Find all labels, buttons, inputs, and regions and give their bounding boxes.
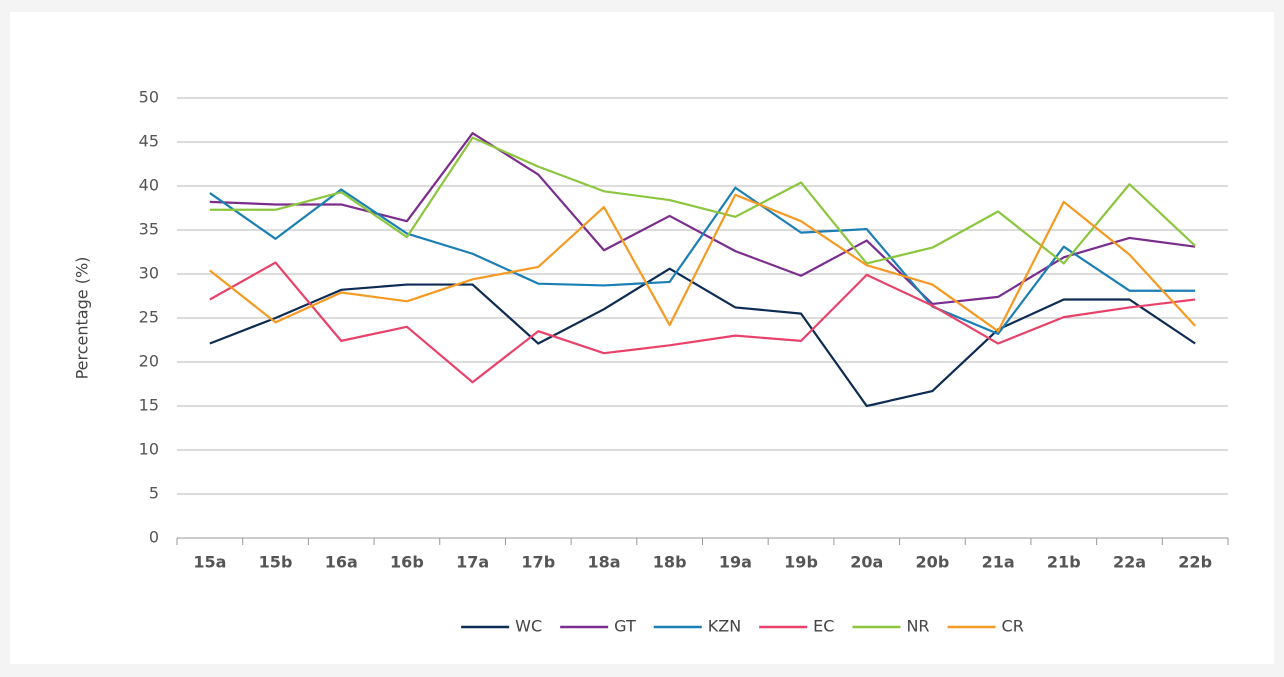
legend-label: CR bbox=[1002, 617, 1024, 636]
x-tick-label: 18a bbox=[587, 553, 620, 572]
x-tick-label: 20b bbox=[916, 553, 950, 572]
x-tick-label: 16a bbox=[325, 553, 358, 572]
y-tick-label: 40 bbox=[139, 176, 159, 195]
y-axis-label: Percentage (%) bbox=[73, 257, 92, 380]
x-tick-label: 17b bbox=[521, 553, 555, 572]
legend-label: KZN bbox=[708, 617, 741, 636]
y-tick-label: 45 bbox=[139, 132, 159, 151]
y-tick-label: 30 bbox=[139, 264, 159, 283]
x-tick-label: 22a bbox=[1113, 553, 1146, 572]
x-tick-label: 21a bbox=[982, 553, 1015, 572]
x-tick-label: 22b bbox=[1178, 553, 1212, 572]
legend-label: GT bbox=[614, 617, 636, 636]
x-tick-label: 17a bbox=[456, 553, 489, 572]
y-tick-label: 15 bbox=[139, 396, 159, 415]
x-tick-label: 21b bbox=[1047, 553, 1081, 572]
series-line bbox=[209, 193, 1196, 333]
y-tick-label: 10 bbox=[139, 440, 159, 459]
x-tick-label: 19b bbox=[784, 553, 818, 572]
legend-label: NR bbox=[906, 617, 929, 636]
series-line bbox=[209, 186, 1196, 335]
y-tick-label: 0 bbox=[149, 528, 159, 547]
y-tick-label: 50 bbox=[139, 88, 159, 107]
y-tick-label: 35 bbox=[139, 220, 159, 239]
x-tick-label: 18b bbox=[653, 553, 687, 572]
x-tick-label: 20a bbox=[850, 553, 883, 572]
x-tick-label: 19a bbox=[719, 553, 752, 572]
panel bbox=[10, 12, 1274, 664]
x-tick-label: 16b bbox=[390, 553, 424, 572]
series-line bbox=[209, 261, 1196, 384]
x-tick-label: 15a bbox=[193, 553, 226, 572]
y-tick-label: 25 bbox=[139, 308, 159, 327]
x-tick-label: 15b bbox=[259, 553, 293, 572]
series-line bbox=[209, 267, 1196, 408]
y-tick-label: 5 bbox=[149, 484, 159, 503]
series-line bbox=[209, 136, 1196, 265]
y-tick-label: 20 bbox=[139, 352, 159, 371]
legend-label: WC bbox=[515, 617, 542, 636]
legend-label: EC bbox=[813, 617, 834, 636]
